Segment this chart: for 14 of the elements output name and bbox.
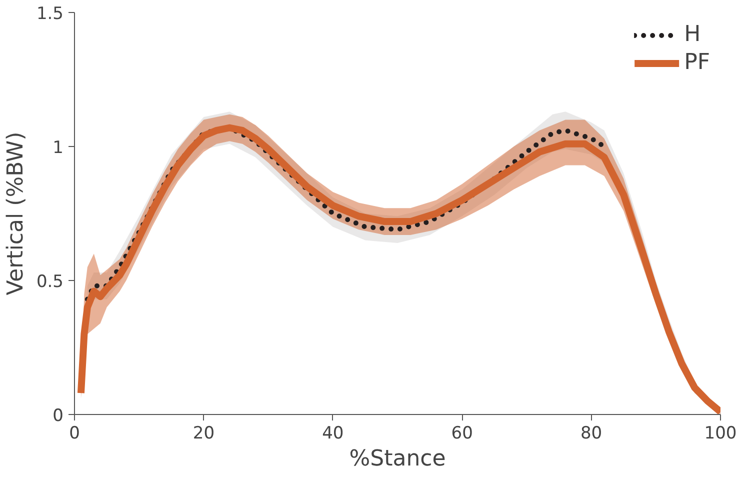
- legend-label: PF: [684, 50, 710, 75]
- y-tick-label: 0.5: [36, 272, 64, 292]
- y-tick-label: 1: [52, 138, 64, 158]
- x-tick-label: 0: [69, 424, 80, 444]
- x-tick-label: 40: [322, 424, 344, 444]
- x-axis-title: %Stance: [349, 446, 446, 472]
- y-tick-label: 0: [52, 406, 64, 426]
- y-axis-title: Vertical (%BW): [3, 132, 28, 296]
- x-tick-label: 60: [451, 424, 473, 444]
- y-tick-label: 1.5: [36, 4, 64, 24]
- x-tick-label: 100: [704, 424, 737, 444]
- legend-label: H: [684, 22, 702, 47]
- x-tick-label: 20: [192, 424, 215, 444]
- x-tick-label: 80: [580, 424, 602, 444]
